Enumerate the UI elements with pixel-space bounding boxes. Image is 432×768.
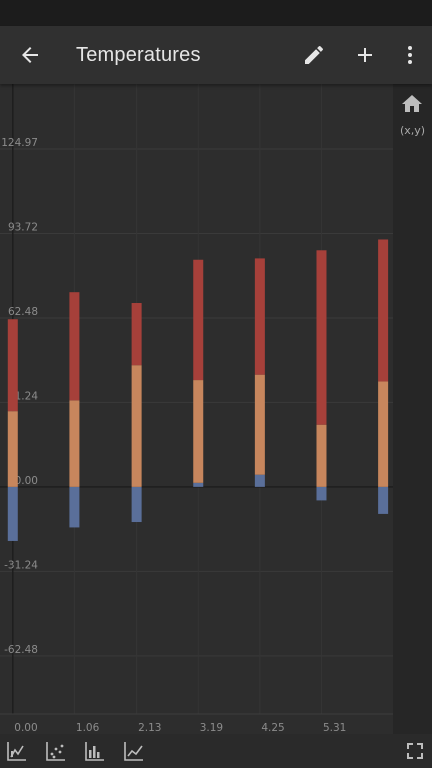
scatter-icon[interactable]: [44, 739, 68, 763]
app-bar: Temperatures: [0, 26, 432, 84]
bar-segment: [7, 411, 18, 487]
bar-segment: [254, 474, 265, 487]
fullscreen-icon[interactable]: [403, 739, 427, 763]
bar-chart-icon[interactable]: [5, 739, 29, 763]
y-tick-label: 62.48: [8, 306, 38, 318]
bar-segment: [193, 259, 204, 381]
x-tick-label: 2.13: [138, 722, 161, 734]
coordinates-toggle[interactable]: (x,y): [399, 124, 426, 137]
bar-segment: [316, 486, 327, 501]
edit-button[interactable]: [292, 26, 336, 84]
bar-segment: [69, 400, 80, 487]
bar-segment: [254, 374, 265, 475]
y-tick-label: -62.48: [4, 644, 38, 656]
x-tick-label: 1.06: [76, 722, 100, 734]
more-options-button[interactable]: [388, 26, 432, 84]
plot-area[interactable]: 124.97 93.72 62.48 31.24 0.00 -31.24 -62.48 0.…: [0, 84, 393, 734]
bar-segment: [69, 292, 80, 401]
y-tick-label: 124.97: [1, 137, 38, 149]
add-button[interactable]: [343, 26, 387, 84]
bar-segment: [131, 303, 142, 366]
bar-segment: [131, 486, 142, 523]
bar-segment: [254, 258, 265, 375]
pencil-icon: [305, 45, 323, 64]
bar-segment: [378, 381, 389, 487]
bar-segment: [131, 365, 142, 487]
bar-segment: [378, 486, 389, 514]
status-bar: [0, 0, 432, 26]
bar-segment: [378, 239, 389, 382]
x-axis-labels: 0.00 1.06 2.13 3.19 4.25 5.31: [14, 722, 346, 734]
bar-segment: [193, 482, 204, 487]
bar-segment: [193, 380, 204, 483]
bar-segment: [7, 486, 18, 541]
x-tick-label: 4.25: [261, 722, 284, 734]
bar-segment: [7, 319, 18, 412]
bar-segment: [69, 486, 80, 528]
chart-type-bar: [0, 734, 432, 768]
back-button[interactable]: [8, 26, 52, 84]
more-vert-icon: [408, 46, 412, 64]
arrow-left-icon: [22, 47, 38, 63]
home-icon[interactable]: [400, 92, 424, 116]
chart-toolbar: (x,y): [393, 84, 432, 734]
bar-segment: [316, 250, 327, 425]
x-tick-label: 5.31: [323, 722, 346, 734]
plus-icon: [358, 48, 372, 62]
x-tick-label: 3.19: [200, 722, 223, 734]
y-tick-label: 93.72: [8, 221, 38, 233]
histogram-icon[interactable]: [83, 739, 107, 763]
y-tick-label: -31.24: [4, 559, 38, 571]
page-title: Temperatures: [76, 44, 201, 66]
chart-bars: [7, 239, 389, 541]
x-tick-label: 0.00: [14, 722, 37, 734]
line-chart-icon[interactable]: [122, 739, 146, 763]
y-tick-label: 0.00: [15, 475, 38, 487]
bar-segment: [316, 424, 327, 487]
